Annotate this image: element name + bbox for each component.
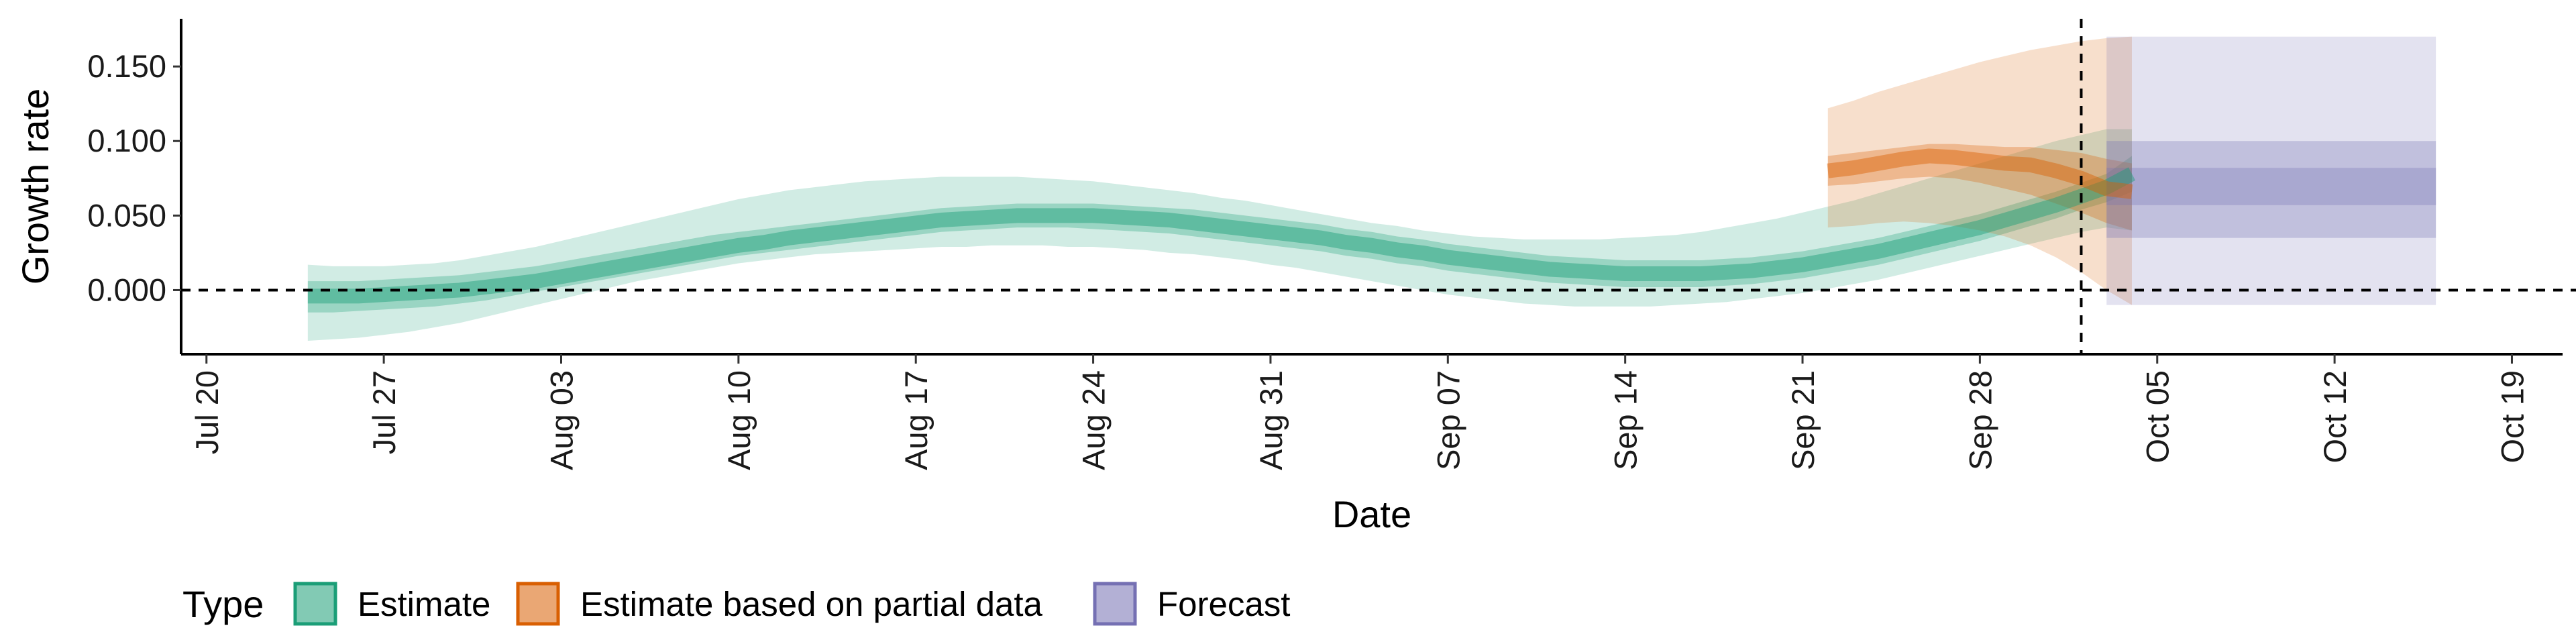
legend-label: Estimate based on partial data bbox=[580, 585, 1043, 623]
x-tick-label: Aug 17 bbox=[898, 370, 934, 470]
x-tick-label: Sep 28 bbox=[1962, 370, 1998, 470]
x-tick-label: Sep 21 bbox=[1785, 370, 1821, 470]
x-tick-label: Oct 05 bbox=[2140, 370, 2176, 463]
estimate-median-line bbox=[307, 167, 2136, 304]
y-tick-label: 0.050 bbox=[87, 197, 166, 233]
axes: 0.000 0.050 0.100 0.150 Jul 20 Jul 27 Aug 03 Au… bbox=[87, 19, 2563, 470]
x-tick-label: Aug 31 bbox=[1253, 370, 1289, 470]
x-tick-label: Oct 19 bbox=[2494, 370, 2530, 463]
legend-title: Type bbox=[182, 583, 264, 625]
legend-key bbox=[516, 582, 560, 626]
estimate-based-on-partial-data-band-50 bbox=[1827, 144, 2132, 231]
legend-key bbox=[293, 582, 337, 626]
forecast-band-50 bbox=[2106, 141, 2436, 238]
legend: Type Estimate Estimate based on partial da… bbox=[182, 582, 1290, 626]
y-tick-label: 0.150 bbox=[87, 48, 166, 84]
legend-label: Estimate bbox=[358, 585, 490, 623]
x-tick-label: Aug 24 bbox=[1076, 370, 1112, 470]
x-tick-label: Oct 12 bbox=[2317, 370, 2353, 463]
y-tick-label: 0.100 bbox=[87, 123, 166, 158]
legend-label: Forecast bbox=[1157, 585, 1290, 623]
x-tick-label: Sep 07 bbox=[1430, 370, 1466, 470]
x-axis-title: Date bbox=[1332, 493, 1411, 535]
x-tick-label: Sep 14 bbox=[1608, 370, 1644, 470]
forecast-band-20 bbox=[2106, 168, 2436, 205]
x-tick-label: Aug 03 bbox=[543, 370, 579, 470]
x-tick-label: Jul 20 bbox=[189, 370, 225, 454]
y-axis-title: Growth rate bbox=[14, 89, 56, 285]
reference-lines bbox=[181, 19, 2576, 354]
estimate-band-50 bbox=[307, 156, 2132, 313]
forecast-band-90 bbox=[2106, 36, 2436, 305]
estimate-based-on-partial-data-band-90 bbox=[1827, 36, 2132, 305]
estimate-band-90 bbox=[307, 129, 2132, 341]
legend-key bbox=[1093, 582, 1137, 626]
y-tick-label: 0.000 bbox=[87, 272, 166, 307]
credible-interval-bands bbox=[307, 36, 2436, 341]
x-tick-label: Jul 27 bbox=[366, 370, 402, 454]
x-tick-label: Aug 10 bbox=[721, 370, 757, 470]
